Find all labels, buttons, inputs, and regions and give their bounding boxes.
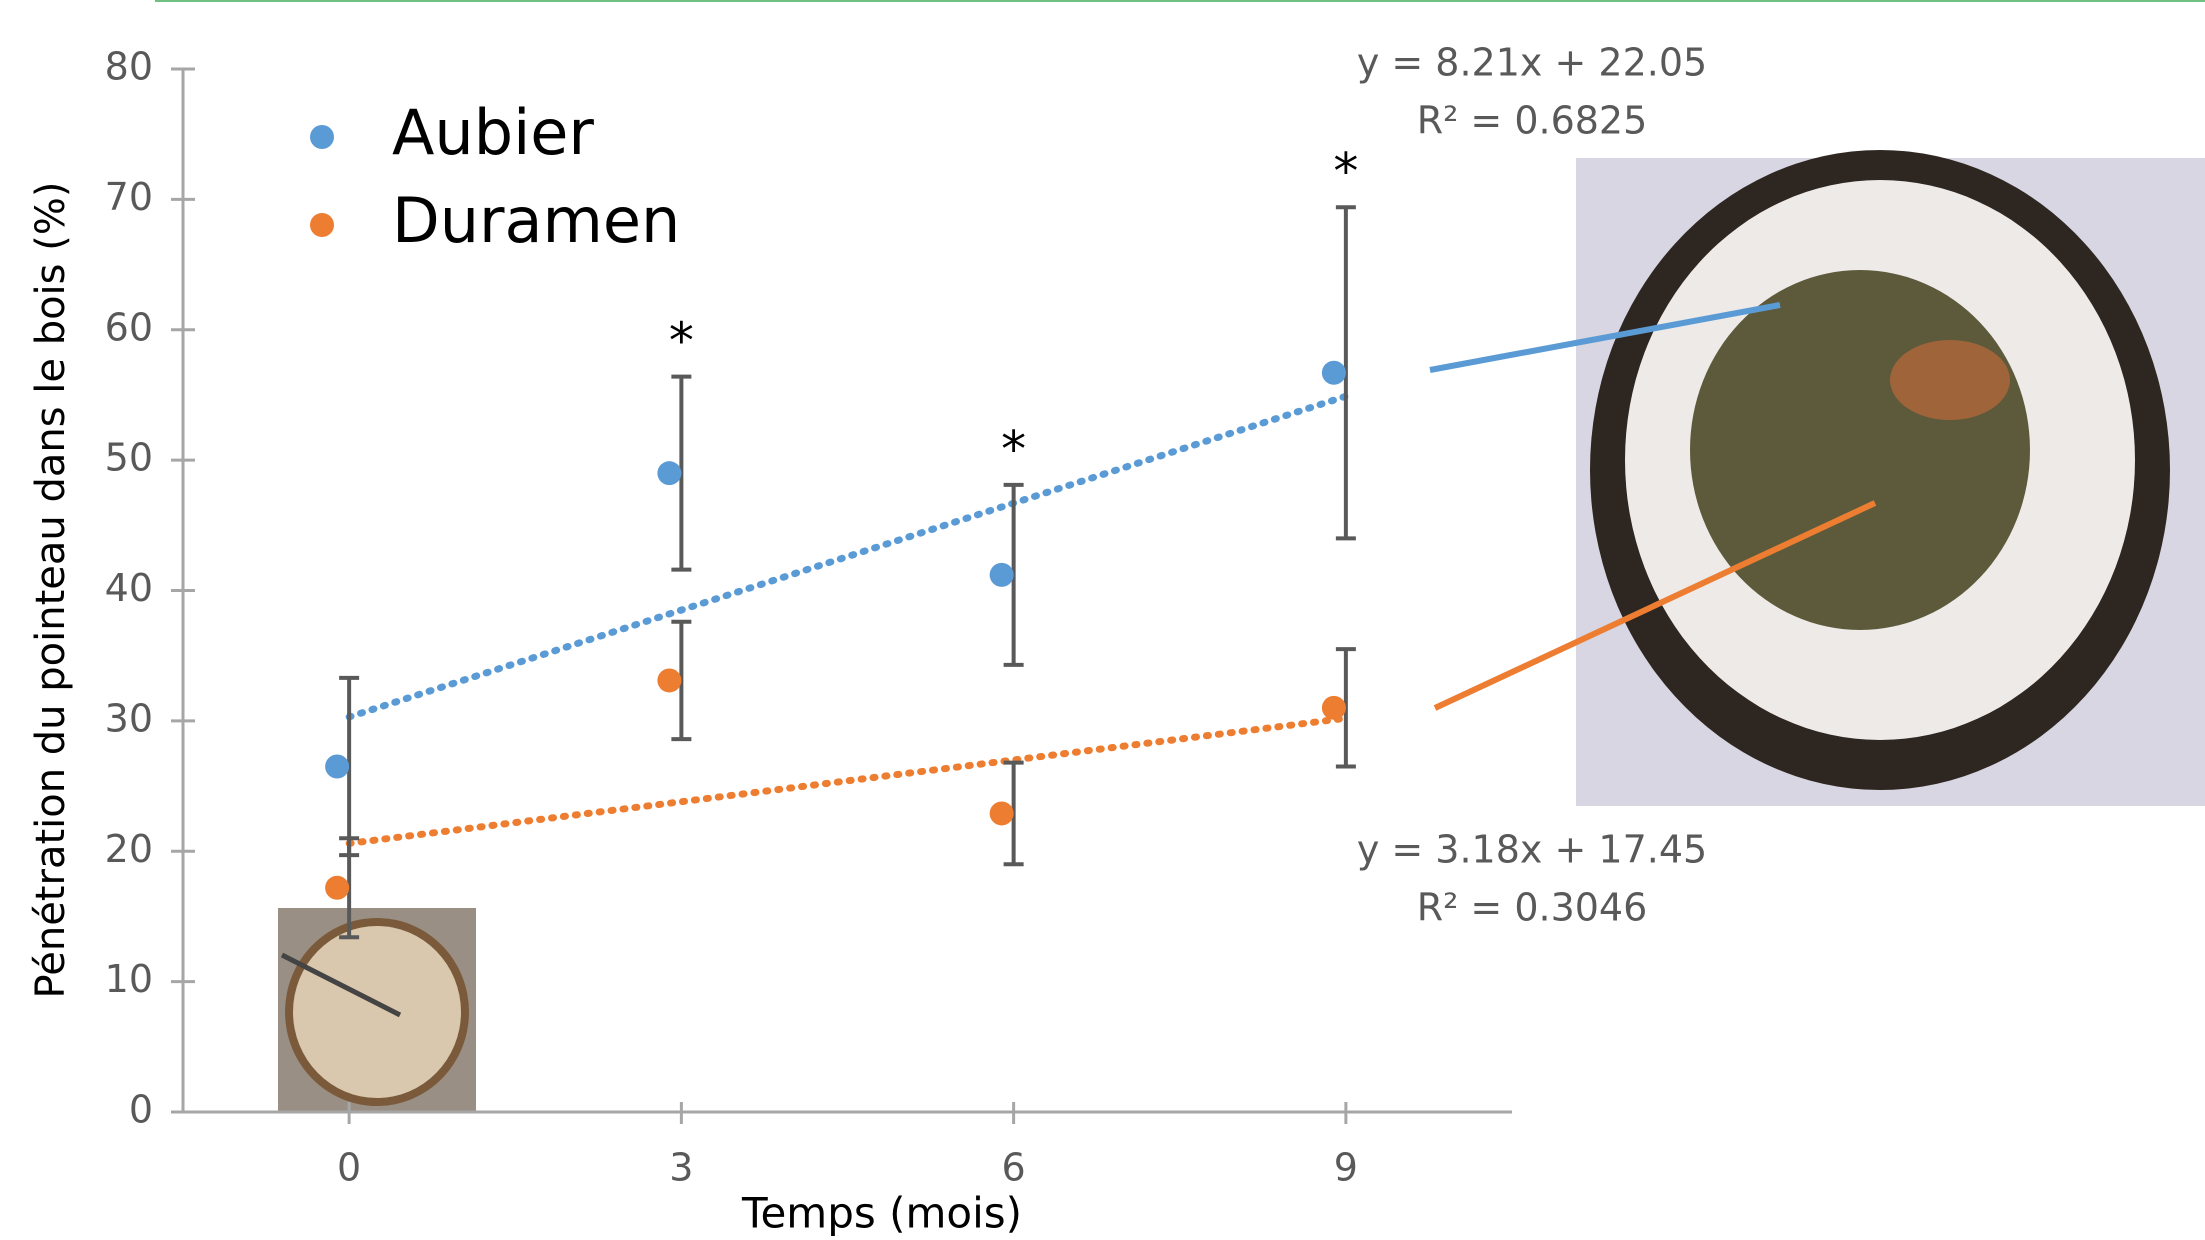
significance-mark: * (669, 312, 694, 370)
trendline (345, 714, 1350, 847)
legend-label: Duramen (392, 184, 680, 257)
x-tick-label: 9 (1334, 1146, 1358, 1190)
trendline (345, 392, 1350, 721)
y-tick-label: 80 (105, 45, 153, 89)
data-point (325, 875, 350, 900)
y-tick-label: 40 (105, 566, 153, 610)
photo-decayed (1576, 150, 2205, 806)
data-point (657, 668, 682, 693)
y-tick-label: 70 (105, 175, 153, 219)
y-tick-label: 30 (105, 696, 153, 740)
error-bar (1003, 760, 1024, 867)
data-point (1321, 360, 1346, 385)
legend-label: Aubier (392, 96, 594, 169)
significance-mark: * (1001, 420, 1026, 478)
y-axis-title: Pénétration du pointeau dans le bois (%) (28, 182, 74, 999)
data-point (1321, 695, 1346, 720)
significance-mark: * (1333, 143, 1358, 201)
y-tick-label: 20 (105, 827, 153, 871)
trend-r2: R² = 0.3046 (1417, 886, 1648, 930)
y-tick-label: 0 (129, 1088, 153, 1132)
photo-fresh (278, 908, 476, 1113)
x-tick-label: 0 (337, 1146, 361, 1190)
connector (1429, 302, 1781, 373)
connector (1433, 500, 1877, 711)
trend-r2: R² = 0.6825 (1417, 99, 1648, 143)
y-tick-label: 10 (105, 957, 153, 1001)
data-point (989, 562, 1014, 587)
error-bar (1335, 205, 1356, 541)
legend-marker (310, 213, 334, 237)
trend-equation: y = 8.21x + 22.05 (1357, 41, 1707, 85)
x-tick-label: 3 (669, 1146, 693, 1190)
data-point (657, 461, 682, 486)
data-point (325, 754, 350, 779)
y-tick-label: 60 (105, 305, 153, 349)
error-bar (1003, 482, 1024, 667)
legend-marker (310, 125, 334, 149)
x-tick-label: 6 (1002, 1146, 1026, 1190)
error-bar (1335, 647, 1356, 769)
y-tick-label: 50 (105, 436, 153, 480)
x-axis-title: Temps (mois) (741, 1189, 1022, 1238)
trend-equation: y = 3.18x + 17.45 (1357, 828, 1707, 872)
data-point (989, 801, 1014, 826)
